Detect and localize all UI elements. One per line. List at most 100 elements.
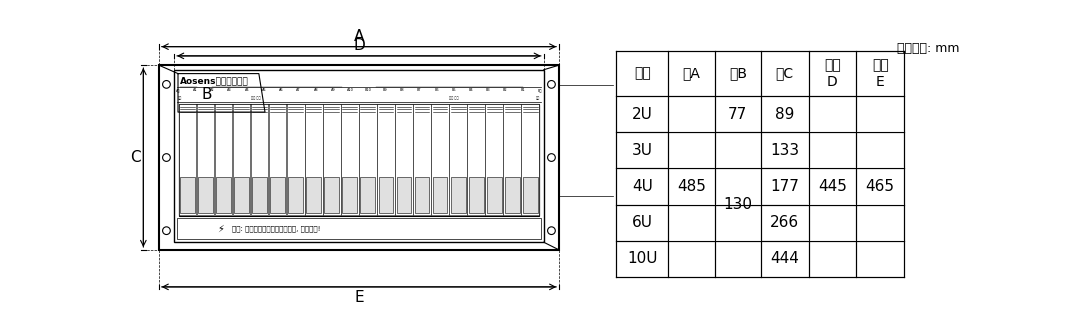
Bar [359,104,377,215]
Text: B: B [201,87,212,102]
Text: B1: B1 [521,88,525,92]
Bar [397,177,411,213]
Bar [431,104,449,215]
Text: 266: 266 [770,215,799,230]
Bar [360,177,376,213]
Bar [504,104,521,215]
Bar [287,104,305,215]
Text: 77: 77 [728,107,748,121]
Circle shape [162,227,170,235]
Text: 输出 分路: 输出 分路 [449,97,458,101]
Text: 6U: 6U [632,215,653,230]
Text: B6: B6 [435,88,439,92]
Circle shape [162,80,170,88]
Bar [342,177,357,213]
Bar [269,104,286,215]
Text: 89: 89 [775,107,794,121]
Text: 465: 465 [866,179,895,194]
Text: 445: 445 [818,179,847,194]
Text: A6: A6 [279,88,284,92]
Circle shape [548,227,555,235]
Text: B7: B7 [417,88,422,92]
Bar [467,104,484,215]
Bar [307,177,322,213]
Circle shape [548,80,555,88]
Bar [505,177,520,213]
Text: 规格: 规格 [634,67,651,81]
Circle shape [548,154,555,162]
Text: 3U: 3U [632,143,653,158]
Text: ⚡: ⚡ [217,223,224,233]
Bar [235,177,250,213]
Bar [306,104,323,215]
Text: A总: A总 [175,88,181,92]
Text: A1: A1 [193,88,198,92]
Bar [174,70,543,242]
Bar [414,177,429,213]
Text: 2U: 2U [632,107,653,121]
Bar [413,104,430,215]
Text: 深B: 深B [728,67,747,81]
Bar [379,177,394,213]
Bar [485,104,502,215]
Bar [253,177,267,213]
Text: A10: A10 [346,88,354,92]
Text: 输出 分路: 输出 分路 [251,97,260,101]
Text: 孔距
E: 孔距 E [872,59,889,89]
Bar [181,177,195,213]
Text: 输入: 输入 [178,97,182,101]
Bar [215,104,232,215]
Text: 177: 177 [770,179,799,194]
Text: B2: B2 [504,88,508,92]
Text: A: A [354,28,364,44]
Text: 宽A: 宽A [682,67,700,81]
Text: B4: B4 [469,88,473,92]
Text: A3: A3 [227,88,232,92]
Bar [216,177,231,213]
Text: 高C: 高C [776,67,794,81]
Text: 尺寸单位: mm: 尺寸单位: mm [897,42,960,55]
Bar [178,217,540,239]
Text: 133: 133 [770,143,799,158]
Text: 4U: 4U [632,179,653,194]
Bar [251,104,269,215]
Bar [341,104,358,215]
Text: B8: B8 [399,88,405,92]
Bar [468,177,483,213]
Text: A9: A9 [330,88,336,92]
Bar [323,104,340,215]
Bar [233,104,251,215]
Text: B9: B9 [382,88,387,92]
Text: 444: 444 [770,251,799,266]
Text: E: E [354,290,364,305]
Text: A7: A7 [296,88,301,92]
Bar [197,104,214,215]
Bar [433,177,448,213]
Text: Aosens电源分配单元: Aosens电源分配单元 [181,76,249,85]
Bar [395,104,412,215]
Text: 130: 130 [723,197,752,212]
Text: D: D [353,38,365,53]
Text: 10U: 10U [627,251,657,266]
Text: 箱体
D: 箱体 D [824,59,840,89]
Bar [198,177,213,213]
Bar [288,177,303,213]
Bar [270,177,285,213]
Text: B总: B总 [538,88,542,92]
Bar [451,177,466,213]
Bar [450,104,467,215]
Text: B5: B5 [452,88,456,92]
Text: A2: A2 [210,88,215,92]
Text: 485: 485 [677,179,706,194]
Circle shape [162,154,170,162]
Bar [486,177,501,213]
Text: C: C [129,150,140,165]
Text: A5: A5 [261,88,267,92]
Bar [325,177,339,213]
Bar [180,104,197,215]
Text: A4: A4 [244,88,250,92]
Text: 警告: 不得将手或导线插入插座内, 以免触电!: 警告: 不得将手或导线插入插座内, 以免触电! [232,225,321,232]
Bar [522,104,539,215]
Bar [179,104,539,216]
Bar [523,177,538,213]
